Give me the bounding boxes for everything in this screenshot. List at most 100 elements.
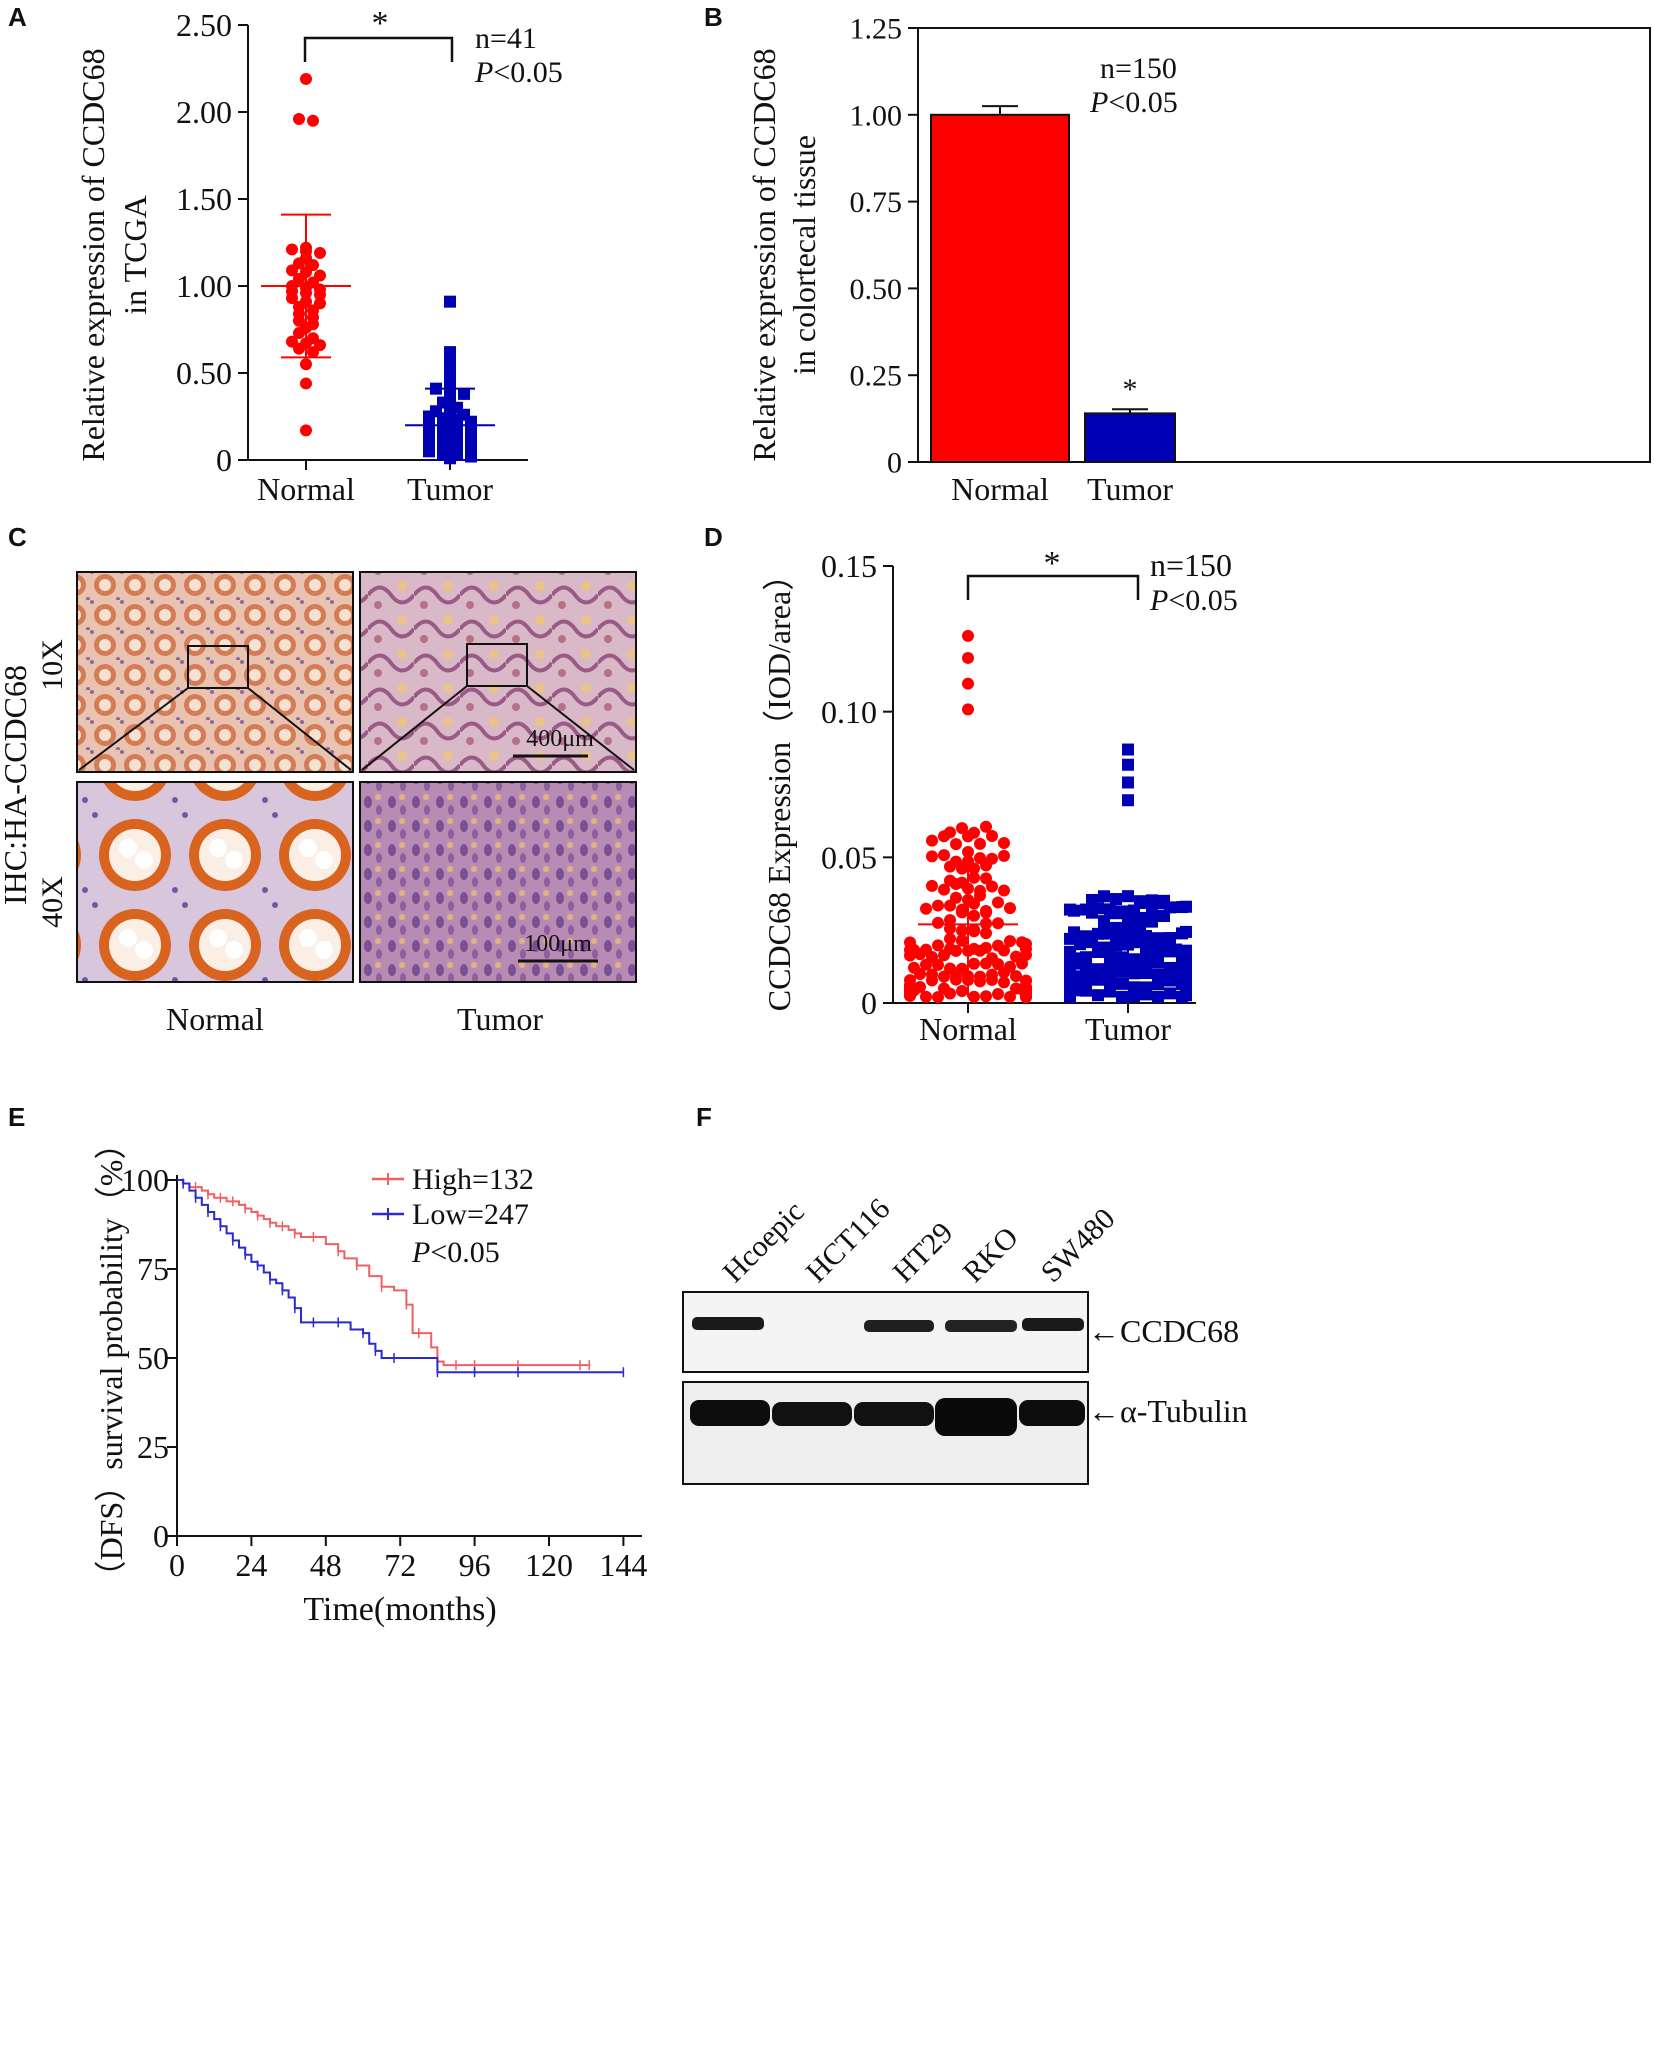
x-tick-label: Normal — [919, 1011, 1017, 1047]
data-point-tumor — [1164, 961, 1176, 974]
data-point-normal — [1004, 935, 1016, 948]
panel-d-pvalue: P<0.05 — [1149, 584, 1238, 617]
data-point-normal — [992, 939, 1004, 952]
data-point-tumor — [1164, 972, 1176, 985]
data-point-normal — [986, 830, 998, 843]
data-point-tumor — [1152, 932, 1164, 945]
data-point-normal — [962, 677, 974, 690]
panel-d-y-label: CCDC68 Expression（IOD/area） — [761, 559, 797, 1011]
y-axis-label: （DFS）survival probability（%） — [93, 1128, 129, 1593]
data-point-tumor — [1104, 960, 1116, 973]
data-point-normal — [968, 923, 980, 936]
panel-b-pvalue: P<0.05 — [1089, 86, 1178, 119]
data-point-normal — [992, 917, 1004, 930]
band-tubulin-sw480 — [1019, 1400, 1085, 1426]
data-point-tumor — [1098, 941, 1110, 954]
panel-e: E 0 25 50 75 100 0 24 48 72 96 120 144 Time(months)… — [8, 1102, 647, 1628]
panel-e-pvalue: P<0.05 — [411, 1236, 500, 1269]
y-tick-label: 1.00 — [850, 99, 903, 132]
panel-c-stain-label: IHC:HA-CCDC68 — [0, 665, 33, 905]
band-tubulin-hcoepic — [690, 1400, 770, 1426]
lane-label-hcoepic: Hcoepic — [717, 1195, 811, 1289]
data-point-normal — [956, 962, 968, 975]
data-point-tumor — [1098, 915, 1110, 928]
zoom-box-normal — [187, 645, 249, 689]
band-ccdc68-sw480 — [1022, 1318, 1084, 1331]
data-point-normal — [968, 957, 980, 970]
data-point-normal — [968, 942, 980, 955]
zoom-line-normal-right — [247, 687, 352, 771]
data-point-tumor — [1158, 942, 1170, 955]
band-tubulin-rko — [935, 1398, 1017, 1436]
panel-b: B 0 0.25 0.50 0.75 1.00 1.25 Normal Tumor Rela… — [704, 2, 1651, 507]
ihc-image-tumor-40x — [359, 781, 637, 983]
data-point-normal — [932, 899, 944, 912]
data-point-normal — [944, 914, 956, 927]
data-point-tumor — [1122, 915, 1134, 928]
data-point-normal — [1020, 981, 1032, 994]
scale-bar-label-40x: 100μm — [524, 931, 592, 957]
data-point-normal — [980, 820, 992, 833]
data-point-normal — [986, 852, 998, 865]
y-tick-label: 0.25 — [850, 360, 903, 393]
y-tick-label: 0.50 — [176, 355, 232, 391]
blot-label-tubulin: ←α-Tubulin — [1088, 1393, 1248, 1429]
data-point-tumor — [1128, 967, 1140, 980]
data-point-normal — [944, 826, 956, 839]
panel-c-label: C — [8, 522, 27, 552]
data-point-normal — [1010, 950, 1022, 963]
panel-e-curves — [177, 1178, 625, 1378]
band-ccdc68-rko — [945, 1320, 1017, 1332]
data-point-normal — [926, 850, 938, 863]
y-tick-label: 0 — [153, 1518, 169, 1554]
panel-c-col-tumor: Tumor — [457, 1001, 543, 1037]
data-point-normal — [962, 629, 974, 642]
panel-b-x-axis: Normal Tumor — [951, 471, 1173, 507]
panel-f-label: F — [696, 1102, 712, 1132]
data-point-normal — [968, 826, 980, 839]
data-point-tumor — [1122, 743, 1134, 756]
data-point-normal — [974, 970, 986, 983]
data-point-normal — [956, 984, 968, 997]
km-curve-low — [177, 1179, 624, 1374]
data-point-tumor — [1116, 977, 1128, 990]
data-point-normal — [300, 377, 312, 390]
panel-b-bars: * — [930, 105, 1176, 464]
data-point-tumor — [1140, 930, 1152, 943]
panel-a-sig-bracket — [303, 36, 454, 62]
data-point-normal — [968, 909, 980, 922]
data-point-normal — [286, 335, 298, 348]
panel-a-pvalue: P<0.05 — [474, 56, 563, 89]
data-point-normal — [1010, 982, 1022, 995]
data-point-normal — [962, 703, 974, 716]
panel-a-x-axis: Normal Tumor — [248, 459, 528, 507]
data-point-normal — [1004, 960, 1016, 973]
data-point-normal — [980, 872, 992, 885]
data-point-tumor — [1104, 972, 1116, 985]
x-tick-label: Normal — [951, 471, 1049, 507]
x-tick-label: 72 — [384, 1547, 416, 1583]
data-point-tumor — [1080, 930, 1092, 943]
data-point-normal — [968, 871, 980, 884]
y-tick-label: 0.75 — [850, 186, 903, 219]
lane-label-rko: RKO — [957, 1221, 1025, 1289]
data-point-tumor — [1164, 932, 1176, 945]
data-point-tumor — [1068, 952, 1080, 965]
panel-d-sig-bracket — [966, 574, 1140, 600]
data-point-normal — [300, 72, 312, 85]
panel-b-y-axis: 0 0.25 0.50 0.75 1.00 1.25 — [850, 13, 919, 480]
data-point-normal — [904, 979, 916, 992]
data-point-tumor — [1146, 906, 1158, 919]
data-point-tumor — [1180, 925, 1192, 938]
y-tick-label: 75 — [137, 1251, 169, 1287]
data-point-normal — [974, 852, 986, 865]
y-axis-label-line2: in TCGA — [117, 195, 153, 314]
data-point-normal — [908, 943, 920, 956]
data-point-normal — [974, 837, 986, 850]
data-point-normal — [286, 243, 298, 256]
data-point-normal — [950, 891, 962, 904]
lane-label-ht29: HT29 — [887, 1216, 960, 1289]
data-point-normal — [1004, 902, 1016, 915]
y-tick-label: 0.10 — [821, 694, 877, 730]
blot-label-ccdc68: ←CCDC68 — [1088, 1313, 1239, 1349]
